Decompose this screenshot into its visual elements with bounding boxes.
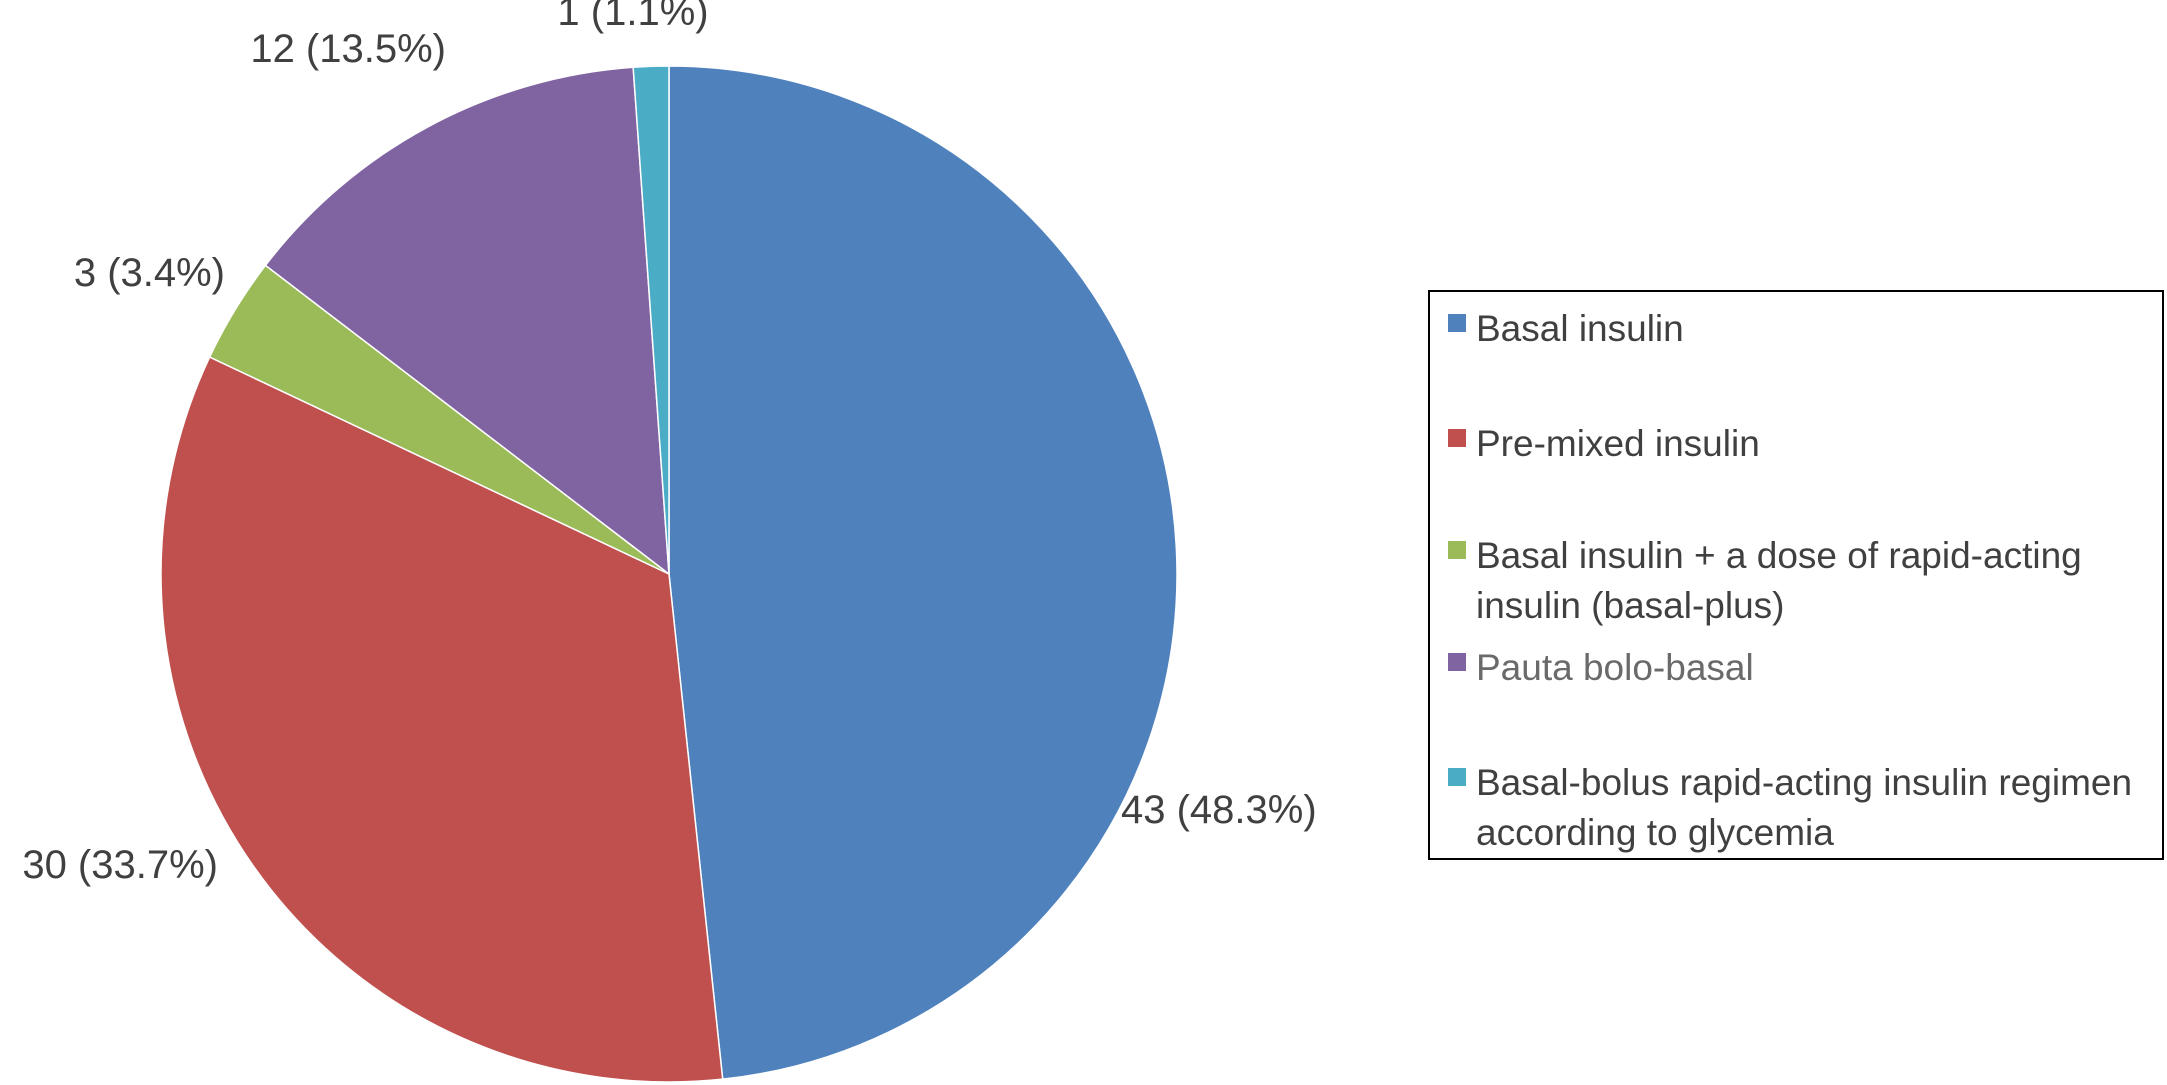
legend-item-pre-mixed-insulin: Pre-mixed insulin: [1448, 419, 2156, 469]
legend-swatch-basal-insulin: [1448, 314, 1466, 332]
legend-label: Basal insulin + a dose of rapid-acting i…: [1476, 535, 2082, 626]
pie-slice-pauta-bolo-basal: [264, 66, 670, 576]
chart-legend: Basal insulin Pre-mixed insulin Basal in…: [1428, 290, 2164, 860]
legend-label: Basal-bolus rapid-acting insulin regimen…: [1476, 762, 2133, 853]
data-label-pre-mixed-insulin: 30 (33.7%): [22, 843, 218, 887]
pie-slice-pre-mixed-insulin: [160, 356, 724, 1083]
legend-item-basal-bolus: Basal-bolus rapid-acting insulin regimen…: [1448, 758, 2156, 858]
legend-label: Pauta bolo-basal: [1476, 647, 1754, 688]
data-label-basal-bolus: 1 (1.1%): [557, 0, 708, 34]
legend-swatch-pauta-bolo-basal: [1448, 653, 1466, 671]
legend-swatch-basal-plus: [1448, 541, 1466, 559]
legend-swatch-pre-mixed-insulin: [1448, 429, 1466, 447]
data-label-basal-insulin: 43 (48.3%): [1121, 788, 1317, 832]
legend-swatch-basal-bolus: [1448, 768, 1466, 786]
data-label-basal-plus: 3 (3.4%): [74, 251, 225, 295]
legend-item-basal-insulin: Basal insulin: [1448, 304, 2156, 354]
pie-slice-basal-insulin: [668, 65, 1178, 1080]
legend-label: Basal insulin: [1476, 308, 1684, 349]
data-label-pauta-bolo-basal: 12 (13.5%): [250, 27, 446, 71]
legend-item-basal-plus: Basal insulin + a dose of rapid-acting i…: [1448, 531, 2156, 631]
legend-item-pauta-bolo-basal: Pauta bolo-basal: [1448, 643, 2156, 693]
pie-slice-basal-bolus: [632, 65, 670, 575]
legend-label: Pre-mixed insulin: [1476, 423, 1760, 464]
